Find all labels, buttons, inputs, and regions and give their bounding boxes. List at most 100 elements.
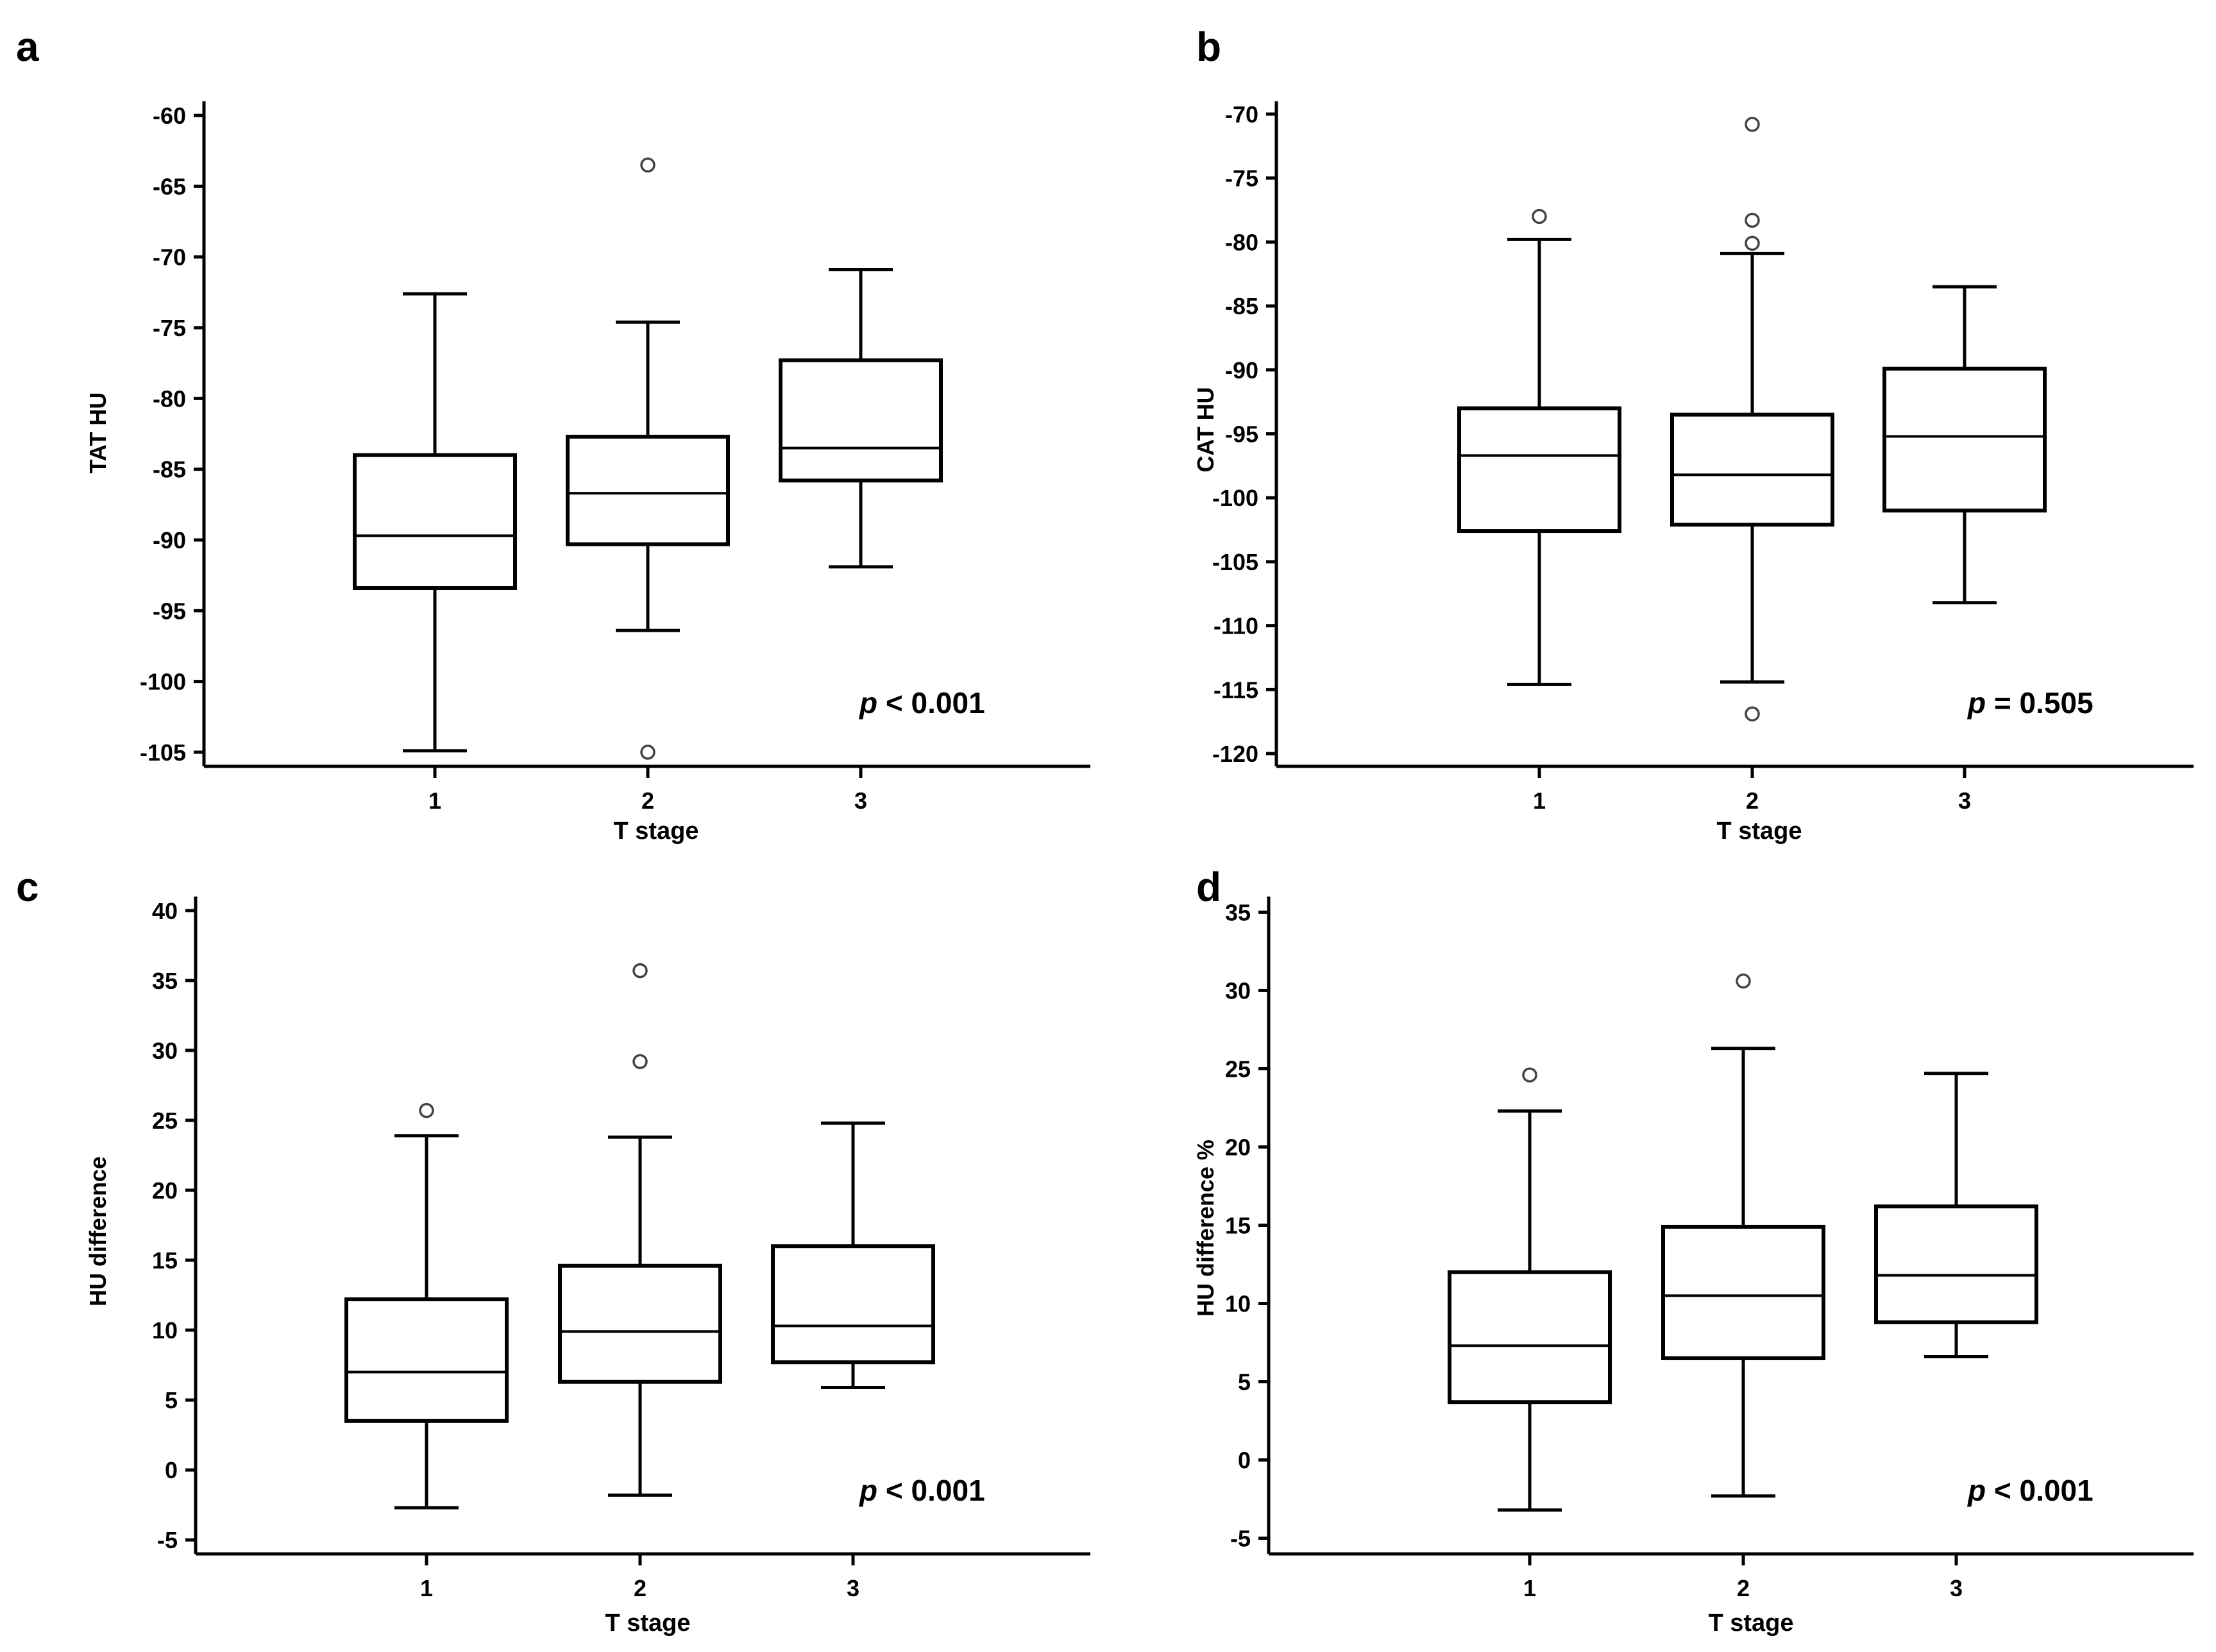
y-axis-label: HU difference [85,1156,111,1306]
y-tick-label: -70 [1225,101,1258,128]
iqr-box [1661,1224,1825,1360]
x-tick-label: 1 [1533,788,1546,814]
outlier-point [1522,1067,1537,1083]
box-plot-1 [1448,1067,1612,1512]
y-tick-label: -85 [153,457,186,483]
box-plot-3 [779,268,943,569]
y-tick-label: 10 [152,1317,178,1344]
box-plot-3 [1874,1072,2038,1358]
y-axis-label: HU difference % [1192,1140,1219,1317]
box-plot-1 [344,1102,509,1510]
y-tick-label: -5 [1230,1526,1251,1552]
x-tick-label: 1 [428,788,441,814]
iqr-box [1448,1270,1612,1404]
box-plot-2 [1661,973,1825,1498]
x-tick-label: 3 [847,1575,859,1601]
iqr-box [353,453,517,590]
outlier-point [1745,235,1760,251]
iqr-box [566,434,730,546]
outlier-point [640,157,655,173]
outlier-point [419,1102,434,1118]
outlier-point [1532,208,1547,224]
x-tick-label: 2 [641,788,654,814]
x-axis-label: T stage [605,1610,690,1637]
y-tick-label: 35 [152,968,178,994]
x-tick-label: 2 [634,1575,647,1601]
x-tick-label: 3 [1958,788,1971,814]
y-tick-label: 30 [152,1038,178,1064]
iqr-box [771,1244,935,1365]
x-axis-label: T stage [613,818,698,845]
y-tick-label: -105 [140,739,186,766]
iqr-box [1457,406,1621,534]
box-plot-3 [1882,285,2047,605]
x-axis-label: T stage [1716,818,1802,845]
p-value-annotation: p = 0.505 [1966,686,2093,720]
x-axis-label: T stage [1708,1610,1793,1637]
panel-c: c HU difference T stage p < 0.001 -5 0 5 10… [16,864,1090,1637]
y-tick-label: 20 [1225,1134,1251,1160]
outlier-point [1745,706,1760,721]
outlier-point [1745,212,1760,228]
outlier-point [632,963,648,979]
y-tick-label: 0 [165,1457,178,1483]
y-tick-label: 0 [1238,1447,1251,1474]
y-tick-label: -100 [140,669,186,695]
panel-a: a TAT HU T stage p < 0.001 -105 -100 -95 -9… [16,24,1090,845]
y-tick-label: 25 [1225,1056,1251,1082]
y-tick-label: -80 [1225,229,1258,255]
p-value-annotation: p < 0.001 [1966,1474,2093,1507]
y-tick-label: -110 [1214,613,1258,639]
y-tick-label: -95 [1225,421,1258,448]
x-tick-label: 3 [854,788,867,814]
outlier-point [1745,117,1760,132]
iqr-box [1670,412,1834,527]
y-tick-label: 5 [1238,1369,1251,1395]
y-tick-label: -105 [1212,549,1258,575]
y-tick-label: -100 [1212,485,1258,511]
y-tick-label: -65 [153,173,186,199]
panel-label: a [16,24,39,70]
outlier-point [640,745,655,760]
y-tick-label: -5 [157,1527,178,1553]
box-plot-2 [1670,117,1834,721]
y-axis-label: TAT HU [85,392,111,474]
y-tick-label: 30 [1225,977,1251,1004]
y-tick-label: 15 [1225,1213,1251,1239]
panel-label: d [1196,864,1221,910]
y-tick-label: -60 [153,103,186,129]
y-tick-label: -115 [1214,677,1258,703]
panel-d: d HU difference % T stage p < 0.001 -5 0 5… [1192,864,2194,1637]
box-plot-1 [353,292,517,753]
y-tick-label: -75 [153,315,186,341]
box-plot-1 [1457,208,1621,686]
p-value-annotation: p < 0.001 [858,686,985,720]
panel-label: c [16,864,39,910]
x-tick-label: 2 [1737,1575,1750,1601]
y-tick-label: -85 [1225,293,1258,319]
y-tick-label: -95 [153,598,186,624]
iqr-box [344,1297,509,1423]
box-plot-3 [771,1121,935,1389]
y-tick-label: -120 [1212,741,1258,767]
panel-label: b [1196,24,1221,70]
y-tick-label: 15 [152,1247,178,1274]
x-tick-label: 1 [420,1575,433,1601]
iqr-box [1882,366,2047,513]
y-tick-label: -70 [153,244,186,271]
box-plot-2 [558,963,722,1497]
y-tick-label: -90 [1225,357,1258,384]
y-tick-label: 35 [1225,899,1251,925]
outlier-point [632,1054,648,1070]
x-tick-label: 2 [1746,788,1759,814]
y-tick-label: 20 [152,1177,178,1204]
iqr-box [1874,1204,2038,1324]
outlier-point [1736,973,1751,989]
y-tick-label: 5 [165,1387,178,1413]
y-tick-label: -75 [1225,165,1258,192]
iqr-box [558,1263,722,1384]
x-tick-label: 1 [1523,1575,1536,1601]
panel-b: b CAT HU T stage p = 0.505 -120 -115 -110 -… [1192,24,2194,845]
y-tick-label: 40 [152,898,178,924]
